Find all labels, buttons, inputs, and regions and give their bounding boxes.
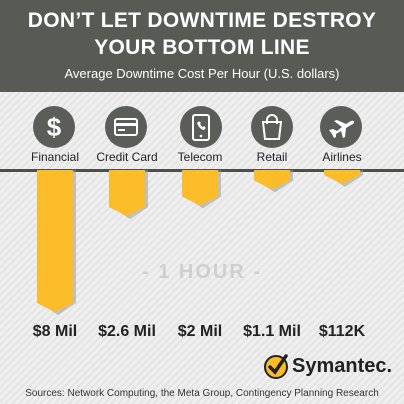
checkmark-logo-icon: [264, 354, 288, 379]
bar-financial: [37, 170, 73, 312]
title-line-1: DON’T LET DOWNTIME DESTROY: [27, 9, 377, 32]
value-label-airlines: $112K: [318, 323, 366, 340]
sources-text: Sources: Network Computing, the Meta Gro…: [25, 388, 379, 399]
category-label-airlines: Airlines: [322, 150, 362, 164]
value-label-retail: $1.1 Mil: [243, 323, 301, 340]
category-label-telecom: Telecom: [177, 150, 223, 164]
bar-telecom: [182, 170, 218, 206]
shopping-bag-icon: [251, 106, 293, 148]
credit-card-icon: [105, 106, 147, 148]
category-label-credit-card: Credit Card: [96, 150, 158, 164]
logo-text: Symantec.: [292, 355, 393, 377]
bar-retail: [254, 170, 290, 190]
bar-credit-card: [109, 170, 145, 217]
phone-icon: [180, 106, 222, 148]
airplane-icon: [320, 106, 362, 148]
value-label-credit-card: $2.6 Mil: [98, 323, 156, 340]
dollar-icon: $: [33, 106, 75, 148]
value-label-financial: $8 Mil: [32, 323, 78, 340]
title-line-2: YOUR BOTTOM LINE: [94, 36, 310, 59]
header: DON’T LET DOWNTIME DESTROY YOUR BOTTOM L…: [0, 0, 404, 92]
subtitle: Average Downtime Cost Per Hour (U.S. dol…: [64, 66, 340, 81]
category-label-financial: Financial: [30, 150, 80, 164]
bar-airlines: [324, 170, 360, 184]
symantec-logo: Symantec.: [262, 350, 392, 384]
svg-text:$: $: [47, 112, 62, 142]
category-label-retail: Retail: [256, 150, 288, 164]
value-label-telecom: $2 Mil: [177, 323, 223, 340]
one-hour-annotation: - 1 HOUR -: [142, 261, 262, 283]
